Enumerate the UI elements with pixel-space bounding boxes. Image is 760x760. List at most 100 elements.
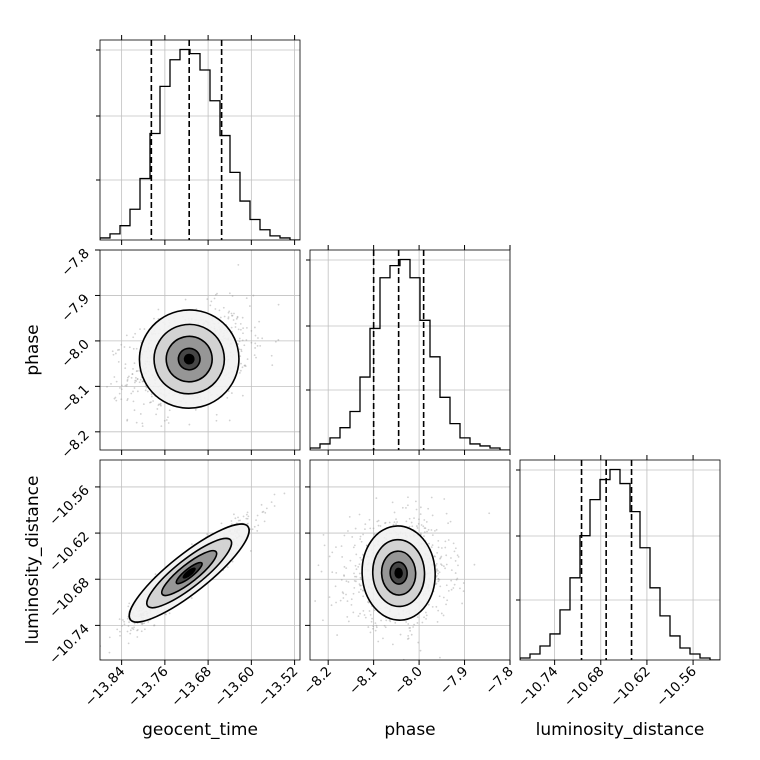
scatter-point: [244, 365, 247, 368]
contour-line: [361, 525, 436, 621]
scatter-point: [246, 511, 249, 514]
scatter-point: [165, 613, 167, 616]
scatter-point: [114, 352, 117, 355]
scatter-point: [240, 348, 243, 351]
scatter-point: [232, 319, 235, 321]
x-tick-label: −7.9: [437, 664, 471, 698]
scatter-point: [246, 517, 249, 520]
scatter-point: [261, 337, 264, 340]
y-tick-label: −8.2: [58, 427, 92, 461]
scatter-point: [132, 390, 134, 393]
scatter-point: [237, 263, 240, 266]
scatter-point: [241, 339, 244, 342]
scatter-point: [143, 628, 146, 631]
scatter-point: [153, 624, 155, 627]
scatter-point: [357, 565, 360, 568]
scatter-point: [353, 572, 355, 575]
scatter-point: [227, 311, 230, 314]
scatter-point: [130, 392, 133, 395]
scatter-point: [452, 542, 455, 545]
scatter-point: [437, 577, 440, 580]
scatter-point: [163, 419, 166, 422]
scatter-point: [453, 550, 456, 553]
x-axis-label-geocent-time: geocent_time: [142, 720, 258, 740]
scatter-point: [255, 356, 257, 359]
scatter-point: [385, 619, 388, 622]
scatter-point: [371, 617, 373, 620]
scatter-point: [340, 545, 343, 548]
scatter-point: [453, 583, 456, 586]
scatter-point: [341, 556, 344, 558]
scatter-point: [141, 422, 144, 425]
scatter-point: [120, 388, 123, 391]
scatter-point: [260, 503, 263, 506]
scatter-point: [394, 621, 397, 624]
scatter-point: [142, 403, 145, 406]
scatter-point: [154, 573, 157, 576]
x-tick-label: −8.0: [391, 664, 425, 698]
scatter-point: [118, 348, 121, 351]
scatter-point: [234, 326, 237, 328]
scatter-point: [350, 603, 353, 606]
scatter-point: [93, 668, 95, 670]
scatter-point: [135, 370, 138, 373]
scatter-point: [139, 413, 142, 415]
scatter-point: [168, 409, 171, 412]
scatter-point: [425, 614, 428, 617]
scatter-point: [228, 292, 231, 295]
scatter-point: [419, 513, 422, 516]
scatter-point: [419, 506, 422, 509]
scatter-point: [379, 525, 382, 527]
scatter-point: [455, 578, 458, 581]
contour-line: [138, 309, 240, 410]
scatter-point: [273, 505, 276, 507]
scatter-point: [407, 637, 410, 640]
scatter-point: [138, 381, 141, 384]
scatter-point: [430, 529, 433, 531]
scatter-point: [405, 506, 407, 509]
scatter-point: [369, 527, 372, 530]
scatter-point: [454, 572, 457, 574]
scatter-point: [184, 298, 187, 301]
scatter-point: [134, 332, 137, 335]
scatter-point: [194, 408, 197, 411]
scatter-point: [355, 553, 358, 556]
scatter-point: [188, 423, 191, 426]
scatter-point: [126, 380, 129, 382]
scatter-point: [126, 617, 129, 620]
scatter-point: [283, 492, 286, 495]
scatter-point: [362, 589, 364, 592]
y-axis-label-luminosity-distance: luminosity_distance: [23, 476, 43, 645]
scatter-point: [126, 399, 129, 402]
scatter-point: [367, 601, 370, 604]
scatter-point: [442, 614, 445, 617]
scatter-point: [462, 590, 465, 593]
scatter-point: [456, 577, 459, 580]
scatter-point: [245, 339, 248, 341]
scatter-point: [227, 316, 230, 319]
scatter-point: [459, 587, 461, 590]
scatter-point: [209, 304, 212, 307]
scatter-point: [437, 569, 439, 572]
scatter-point: [367, 601, 369, 603]
scatter-point: [252, 294, 255, 297]
scatter-point: [173, 454, 175, 456]
scatter-point: [340, 578, 343, 581]
scatter-point: [128, 602, 131, 605]
scatter-point: [413, 623, 416, 626]
scatter-point: [342, 597, 345, 599]
scatter-point: [240, 350, 243, 353]
contour-line: [128, 523, 250, 623]
scatter-point: [392, 523, 395, 526]
scatter-point: [110, 382, 112, 385]
scatter-point: [128, 346, 131, 349]
scatter-point: [242, 332, 244, 335]
scatter-point: [352, 611, 355, 614]
scatter-point: [131, 627, 134, 629]
scatter-point: [369, 631, 372, 634]
scatter-point: [343, 565, 346, 568]
x-tick-label: −10.74: [515, 664, 562, 711]
scatter-point: [149, 401, 151, 404]
contour-line: [145, 537, 233, 609]
